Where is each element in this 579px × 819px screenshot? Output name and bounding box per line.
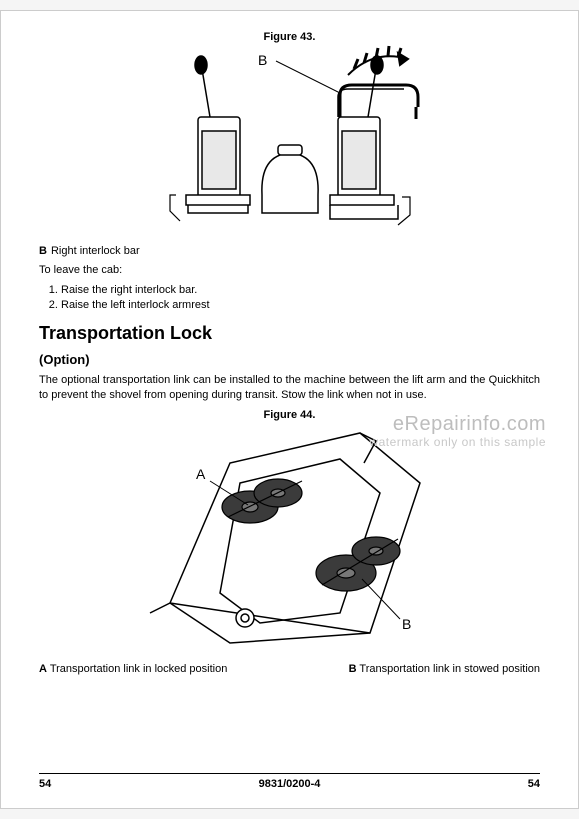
legend-b: BRight interlock bar [39, 245, 540, 257]
figure44-legend: A Transportation link in locked position… [39, 663, 540, 675]
figure44-label: Figure 44. [39, 409, 540, 421]
section-title: Transportation Lock [39, 323, 540, 344]
footer-right: 54 [528, 778, 540, 790]
footer-left: 54 [39, 778, 51, 790]
figure44-callout-a: A [196, 466, 206, 482]
figure44-callout-b: B [402, 616, 411, 632]
footer-center: 9831/0200-4 [259, 778, 321, 790]
legend44-a: A Transportation link in locked position [39, 663, 227, 675]
figure44-illustration: A B [39, 423, 540, 653]
legend44-b: B Transportation link in stowed position [349, 663, 540, 675]
section-body: The optional transportation link can be … [39, 373, 540, 403]
step-1: Raise the right interlock bar. [61, 284, 540, 296]
figure43-illustration: B [39, 45, 540, 235]
leave-cab-intro: To leave the cab: [39, 263, 540, 278]
figure43-label: Figure 43. [39, 31, 540, 43]
section-subtitle: (Option) [39, 352, 540, 367]
page-footer: 54 9831/0200-4 54 [39, 773, 540, 790]
step-2: Raise the left interlock armrest [61, 299, 540, 311]
figure43-callout-b: B [258, 52, 267, 68]
leave-cab-steps: Raise the right interlock bar. Raise the… [39, 284, 540, 311]
page: Figure 43. [0, 10, 579, 809]
